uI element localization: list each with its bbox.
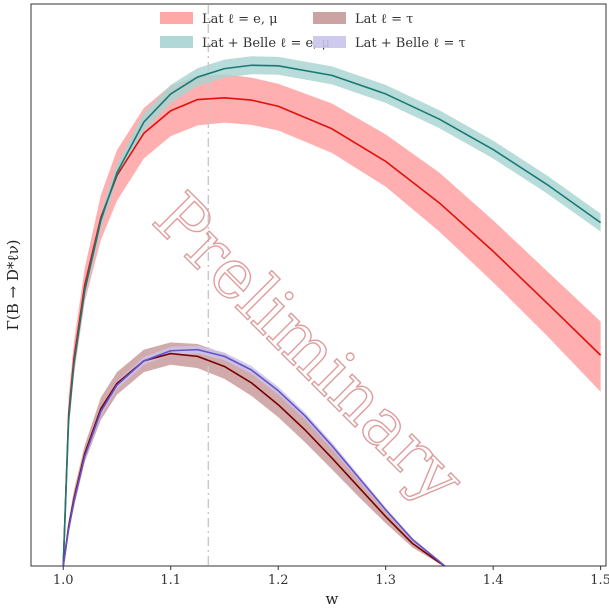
legend-label: Lat ℓ = τ: [355, 12, 413, 27]
legend-swatch: [160, 36, 193, 48]
x-tick-label: 1.4: [483, 573, 504, 588]
x-tick-label: 1.5: [590, 573, 609, 588]
legend: Lat ℓ = e, μ Lat ℓ = τ Lat + Belle ℓ = e, …: [160, 12, 466, 51]
legend-label: Lat + Belle ℓ = e, μ: [202, 36, 330, 51]
legend-swatch: [313, 12, 346, 24]
legend-label: Lat + Belle ℓ = τ: [355, 36, 466, 51]
legend-swatch: [160, 12, 193, 24]
x-tick-label: 1.0: [53, 573, 74, 588]
legend-swatch: [313, 36, 346, 48]
y-axis-label: Γ(B → D*ℓν): [4, 239, 22, 330]
x-tick-label: 1.2: [268, 573, 289, 588]
x-axis-label: w: [326, 590, 339, 608]
x-tick-label: 1.1: [160, 573, 181, 588]
x-axis-ticks: 1.0 1.1 1.2 1.3 1.4 1.5: [53, 566, 609, 588]
legend-label: Lat ℓ = e, μ: [202, 12, 278, 27]
x-tick-label: 1.3: [375, 573, 396, 588]
